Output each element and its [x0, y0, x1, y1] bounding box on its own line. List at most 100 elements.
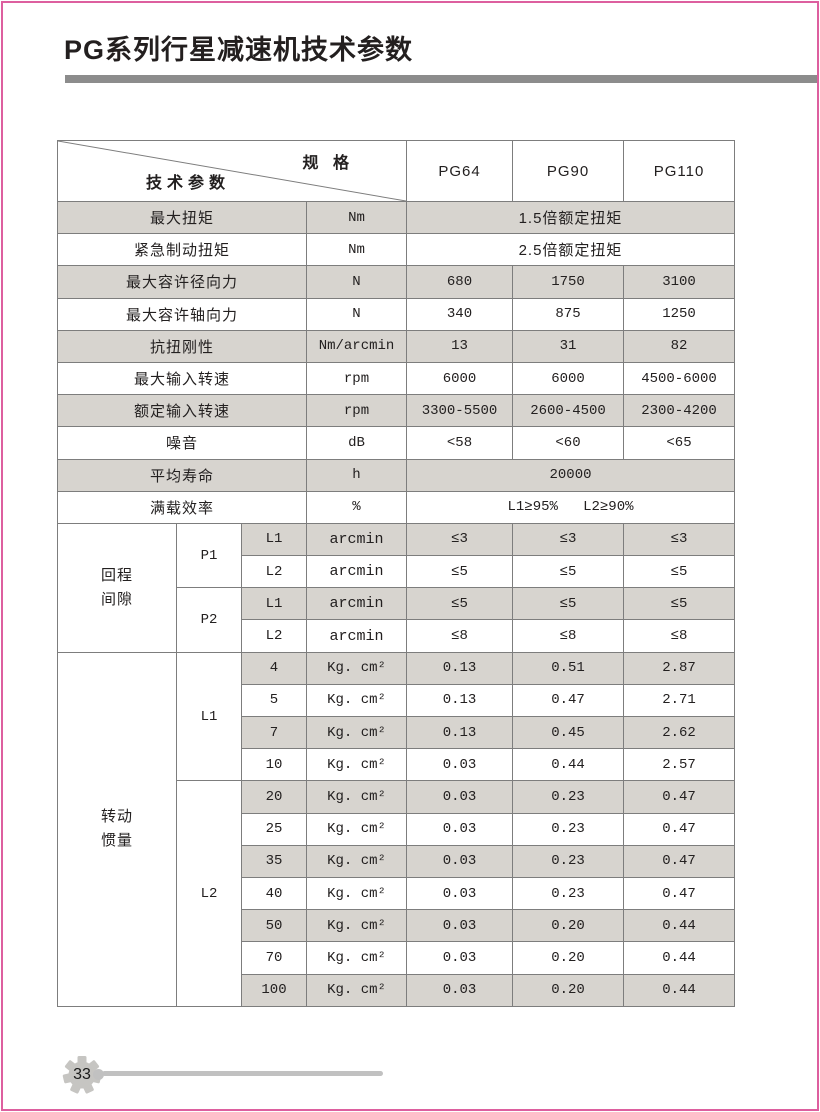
value-cell: 0.51 [512, 651, 624, 685]
param-label-cell: 最大输入转速 [57, 361, 307, 396]
table-row-inertia-l2-100: 100 Kg. cm² 0.03 0.20 0.44 [58, 973, 735, 1007]
unit-cell: Nm/arcmin [306, 329, 407, 363]
unit-cell: h [306, 458, 407, 492]
value-cell-merged: 20000 [406, 458, 735, 492]
value-cell: 0.03 [406, 941, 513, 975]
unit-cell: Nm [306, 233, 407, 267]
table-row-rated-input-speed: 额定输入转速 rpm 3300-5500 2600-4500 2300-4200 [57, 394, 735, 428]
backlash-group-cell: 回程 间隙 [57, 522, 177, 653]
param-label-cell: 噪音 [57, 426, 307, 460]
diagonal-line [58, 141, 406, 201]
table-row-max-input-speed: 最大输入转速 rpm 6000 6000 4500-6000 [57, 361, 735, 396]
ratio-cell: 50 [241, 909, 307, 943]
value-cell: 2.87 [623, 651, 735, 685]
value-cell: 0.44 [623, 941, 735, 975]
value-cell: <65 [623, 426, 735, 460]
ratio-cell: 35 [241, 844, 307, 878]
backlash-group-line2: 间隙 [100, 590, 133, 608]
value-cell: ≤5 [623, 587, 735, 621]
inertia-group-line2: 惯量 [100, 832, 133, 850]
value-cell: ≤3 [406, 522, 513, 557]
unit-cell: rpm [306, 394, 407, 428]
value-cell: 0.23 [512, 812, 624, 846]
value-cell-merged: 1.5倍额定扭矩 [406, 200, 735, 235]
unit-cell: arcmin [306, 619, 407, 653]
value-cell: 2300-4200 [623, 394, 735, 428]
value-cell: 0.03 [406, 780, 513, 814]
value-cell: 0.45 [512, 715, 624, 750]
param-label-cell: 最大容许轴向力 [57, 297, 307, 331]
value-cell: 0.03 [406, 812, 513, 846]
title-underline-bar [65, 75, 817, 83]
table-row-max-torque: 最大扭矩 Nm 1.5倍额定扭矩 [57, 200, 735, 235]
table-row-backlash-p2-l2: L2 arcmin ≤8 ≤8 ≤8 [58, 619, 735, 653]
ratio-cell: 4 [241, 651, 307, 685]
table-row-inertia-l2-25: 25 Kg. cm² 0.03 0.23 0.47 [58, 812, 735, 846]
ratio-cell: 20 [241, 780, 307, 814]
unit-cell: Nm [306, 200, 407, 235]
table-row-backlash-p1-l2: L2 arcmin ≤5 ≤5 ≤5 [58, 555, 735, 589]
table-row-max-axial-force: 最大容许轴向力 N 340 875 1250 [57, 297, 735, 331]
value-cell: 0.20 [512, 909, 624, 943]
param-label-cell: 额定输入转速 [57, 394, 307, 428]
value-cell: 680 [406, 265, 513, 299]
unit-cell: Kg. cm² [306, 973, 407, 1007]
unit-cell: Kg. cm² [306, 941, 407, 975]
unit-cell: Kg. cm² [306, 876, 407, 911]
value-cell: ≤3 [623, 522, 735, 557]
value-cell: 3100 [623, 265, 735, 299]
table-row-inertia-l1-7: 7 Kg. cm² 0.13 0.45 2.62 [58, 715, 735, 750]
ratio-cell: 7 [241, 715, 307, 750]
spec-table: 规 格 技术参数 PG64 PG90 PG110 最大扭矩 Nm 1.5倍额定扭… [57, 140, 735, 1007]
ratio-cell: 25 [241, 812, 307, 846]
unit-cell: dB [306, 426, 407, 460]
unit-cell: arcmin [306, 555, 407, 589]
param-label-cell: 紧急制动扭矩 [57, 233, 307, 267]
table-row-backlash-p1-l1: 回程 间隙 P1 L1 arcmin ≤3 ≤3 ≤3 [57, 522, 735, 653]
value-cell: 4500-6000 [623, 361, 735, 396]
value-cell: ≤8 [406, 619, 513, 653]
value-cell: ≤8 [512, 619, 624, 653]
value-cell: 0.23 [512, 844, 624, 878]
ratio-cell: 10 [241, 748, 307, 782]
value-cell: 0.47 [512, 683, 624, 718]
inertia-group-line1: 转动 [100, 808, 133, 826]
value-cell: 0.13 [406, 683, 513, 718]
value-cell: 0.47 [623, 876, 735, 911]
value-cell: 0.03 [406, 844, 513, 878]
value-cell: 6000 [406, 361, 513, 396]
unit-cell: Kg. cm² [306, 715, 407, 750]
value-cell: 6000 [512, 361, 624, 396]
ratio-cell: 70 [241, 941, 307, 975]
value-cell: <58 [406, 426, 513, 460]
value-cell: 340 [406, 297, 513, 331]
unit-cell: Kg. cm² [306, 748, 407, 782]
table-row-average-life: 平均寿命 h 20000 [57, 458, 735, 492]
table-header-row: 规 格 技术参数 PG64 PG90 PG110 [57, 140, 735, 202]
corner-header-cell: 规 格 技术参数 [57, 140, 407, 202]
value-cell: 1250 [623, 297, 735, 331]
value-cell-merged: 2.5倍额定扭矩 [406, 233, 735, 267]
param-label-cell: 满载效率 [57, 490, 307, 524]
backlash-group-line1: 回程 [100, 566, 133, 584]
unit-cell: Kg. cm² [306, 909, 407, 943]
value-cell: 2.62 [623, 715, 735, 750]
unit-cell: Kg. cm² [306, 780, 407, 814]
table-row-full-load-efficiency: 满载效率 % L1≥95% L2≥90% [57, 490, 735, 524]
table-row-inertia-l2-20: L2 20 Kg. cm² 0.03 0.23 0.47 [58, 780, 735, 1007]
grade-p1-cell: P1 [176, 522, 242, 589]
value-cell: ≤5 [512, 587, 624, 621]
table-row-inertia-l1-5: 5 Kg. cm² 0.13 0.47 2.71 [58, 683, 735, 718]
param-label-cell: 平均寿命 [57, 458, 307, 492]
level-cell: L2 [241, 555, 307, 589]
value-cell: ≤5 [406, 587, 513, 621]
table-row-inertia-l1-4: 转动 惯量 L1 4 Kg. cm² 0.13 0.51 2.87 [57, 651, 735, 1007]
value-cell: ≤3 [512, 522, 624, 557]
value-cell: 875 [512, 297, 624, 331]
table-row-inertia-l2-50: 50 Kg. cm² 0.03 0.20 0.44 [58, 909, 735, 943]
unit-cell: % [306, 490, 407, 524]
value-cell-merged: L1≥95% L2≥90% [406, 490, 735, 524]
value-cell: 0.23 [512, 780, 624, 814]
value-cell: 2.71 [623, 683, 735, 718]
